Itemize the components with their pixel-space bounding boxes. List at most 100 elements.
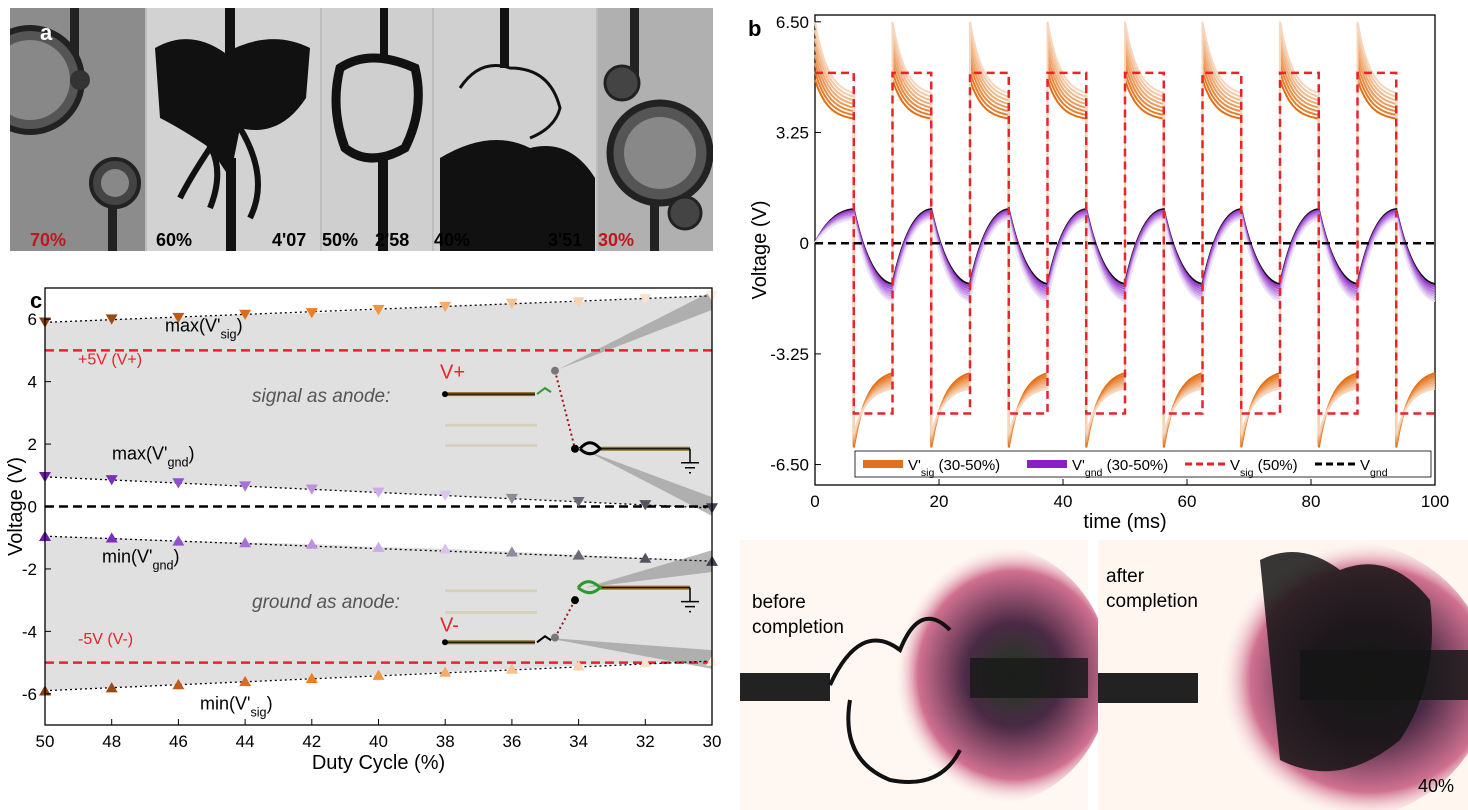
y-axis-title: Voltage (V)	[749, 201, 771, 300]
node-dot	[571, 444, 579, 453]
dendrite-black	[536, 635, 552, 644]
signal-anode-label: signal as anode:	[252, 386, 390, 407]
data-point	[105, 532, 118, 543]
vsig50-line	[815, 71, 1435, 415]
xtick-label: 60	[1178, 492, 1197, 511]
d-pct: 40%	[1418, 776, 1455, 796]
series-annotation: min(V'gnd)	[102, 547, 179, 573]
data-point	[505, 493, 518, 505]
xtick-label: 40	[369, 732, 388, 751]
xtick-label: 36	[502, 732, 521, 751]
data-point	[172, 679, 185, 690]
panel-c-letter: c	[30, 288, 43, 313]
d-after-1: after	[1106, 566, 1145, 587]
data-point	[439, 490, 452, 501]
data-point	[372, 669, 385, 680]
ytick-label: 6.50	[776, 13, 809, 32]
chart-b-plot-area	[814, 21, 1436, 448]
zoom-wedge	[585, 550, 712, 588]
data-point	[439, 666, 452, 677]
data-point	[639, 500, 652, 511]
xtick-label: 48	[102, 732, 121, 751]
ytick-label: 2	[28, 435, 37, 454]
trend-line	[44, 476, 713, 509]
label-351: 3'51	[548, 230, 583, 250]
series-annotation: min(V'sig)	[200, 693, 273, 719]
y-axis-title: Voltage (V)	[5, 457, 27, 556]
data-point	[639, 552, 652, 563]
ytick-label: 6	[28, 310, 37, 329]
trend-line	[44, 535, 713, 562]
xtick-label: 20	[930, 492, 949, 511]
data-point	[105, 475, 118, 486]
label-70: 70%	[30, 230, 67, 250]
schematic-insets	[442, 366, 699, 646]
data-point	[305, 672, 318, 683]
data-point	[572, 297, 585, 308]
node-dot	[442, 391, 448, 398]
series-annotation: max(V'gnd)	[112, 444, 194, 470]
xtick-label: 50	[36, 732, 55, 751]
legend-box	[854, 450, 1432, 478]
envelope-top	[45, 295, 712, 509]
data-point	[172, 312, 185, 324]
xtick-label: 100	[1421, 492, 1449, 511]
data-point	[372, 487, 385, 498]
zoom-wedge	[545, 637, 712, 669]
panel-d-images	[740, 540, 1468, 810]
ytick-label: 4	[28, 373, 37, 392]
ghost-wire	[445, 444, 537, 448]
dendrite-black	[578, 441, 603, 456]
xtick-label: 32	[636, 732, 655, 751]
label-407: 4'07	[272, 230, 307, 250]
label-258: 2'58	[375, 230, 410, 250]
xtick-label: 30	[703, 732, 722, 751]
ghost-wire	[445, 611, 537, 615]
data-point	[572, 660, 585, 671]
xtick-label: 42	[302, 732, 321, 751]
xtick-label: 40	[1054, 492, 1073, 511]
node-dot	[551, 366, 559, 375]
xtick-label: 0	[810, 492, 819, 511]
d-after-2: completion	[1106, 591, 1198, 612]
panel-a-letter: a	[40, 20, 53, 45]
data-point	[105, 314, 118, 325]
zoom-wedge	[585, 450, 712, 516]
d-before-2: completion	[752, 617, 844, 638]
xtick-label: 38	[436, 732, 455, 751]
trend-line	[44, 295, 713, 323]
legend-label: Vsig (50%)	[1230, 457, 1298, 479]
data-point	[505, 298, 518, 310]
xtick-label: 80	[1302, 492, 1321, 511]
x-axis-title: time (ms)	[1083, 511, 1166, 533]
ghost-wire	[445, 423, 537, 427]
xtick-label: 46	[169, 732, 188, 751]
ground-symbol	[681, 448, 699, 474]
data-point	[105, 682, 118, 693]
zoom-wedge	[558, 291, 712, 370]
trend-line	[44, 660, 713, 692]
legend-label: V'gnd (30-50%)	[1072, 457, 1168, 479]
data-point	[239, 309, 252, 320]
legend-label: V'sig (30-50%)	[908, 457, 1000, 479]
panel-a-photos	[0, 8, 714, 251]
label-40: 40%	[434, 230, 471, 250]
data-point	[305, 308, 318, 319]
ytick-label: 0	[28, 498, 37, 517]
data-point	[372, 305, 385, 316]
data-point	[372, 541, 385, 552]
data-point	[572, 497, 585, 508]
gap-line	[554, 599, 576, 639]
data-point	[305, 484, 318, 495]
x-axis-title: Duty Cycle (%)	[312, 752, 445, 774]
data-point	[639, 657, 652, 668]
data-point	[172, 478, 185, 489]
vminus-label: V-	[440, 614, 459, 636]
legend-label: Vgnd	[1360, 457, 1388, 479]
ground-anode-label: ground as anode:	[252, 592, 400, 613]
ytick-label: -2	[22, 560, 37, 579]
vplus-label: V+	[440, 362, 465, 384]
node-dot	[571, 596, 579, 605]
